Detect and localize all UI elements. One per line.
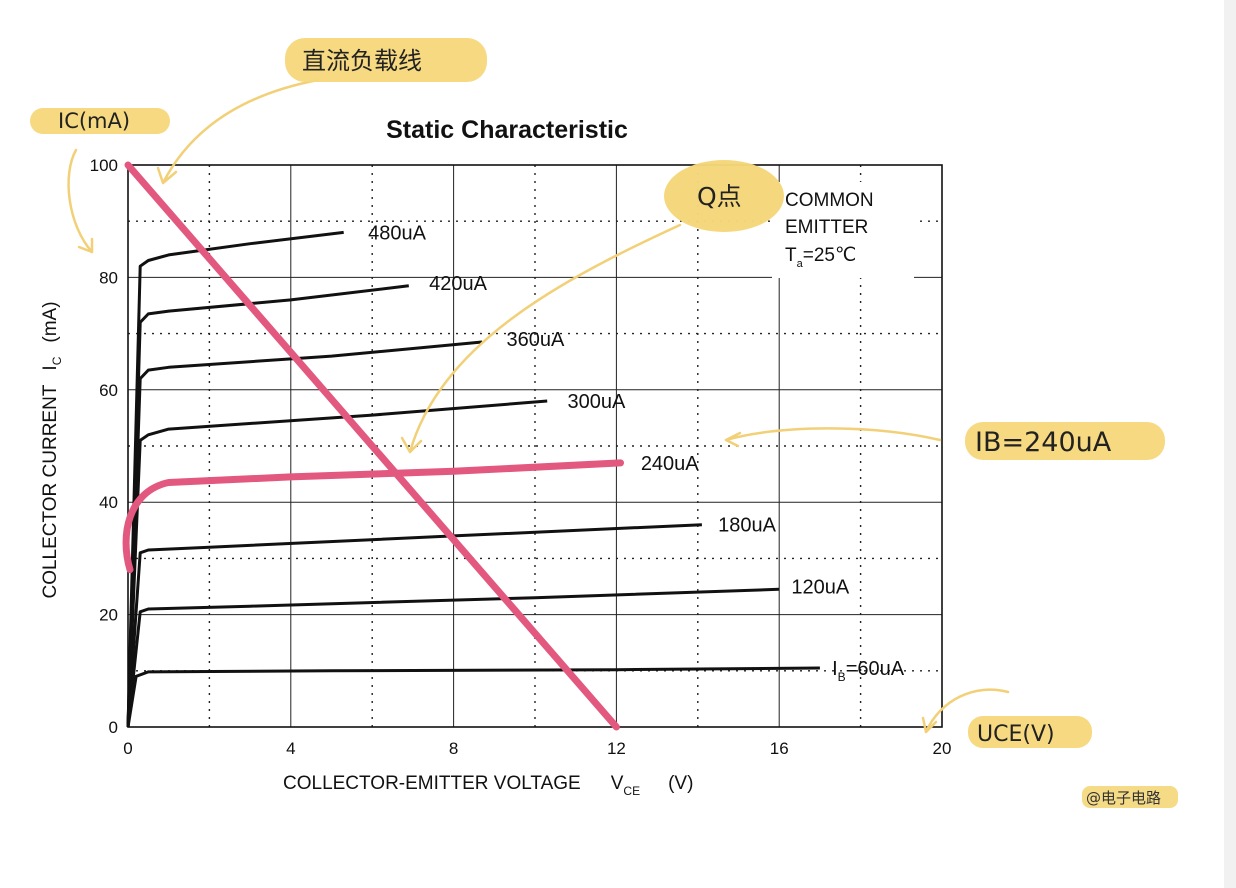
x-axis-symbol: V	[611, 773, 624, 794]
x-tick-label: 8	[449, 739, 458, 758]
info-temp-symbol: T	[785, 245, 797, 266]
annotation-dc-load-line-text: 直流负载线	[302, 47, 422, 75]
annotation-arrows	[67, 78, 1010, 734]
curve-label: 180uA	[718, 515, 776, 537]
annotation-q-point-text: Q点	[697, 182, 742, 211]
arrow-q-point	[400, 223, 682, 454]
annotation-dc-load-line: 直流负载线	[285, 38, 487, 82]
info-common: COMMON	[785, 190, 874, 211]
x-axis-label: COLLECTOR-EMITTER VOLTAGE	[283, 773, 581, 794]
x-tick-label: 4	[286, 739, 295, 758]
curve-label: 120uA	[791, 577, 849, 599]
curve-label: 240uA	[641, 453, 699, 475]
arrow-load-line	[156, 78, 320, 185]
x-tick-label: 20	[933, 739, 952, 758]
curve-300ua	[126, 399, 548, 728]
arrow-ic	[67, 148, 94, 254]
y-axis-unit: (mA)	[40, 301, 61, 342]
y-tick-label: 60	[99, 381, 118, 400]
annotation-ib-240: IB=240uA	[965, 422, 1165, 460]
curve-60ua	[126, 666, 820, 728]
y-axis-label: COLLECTOR CURRENT	[40, 384, 61, 598]
curve-label: 420uA	[429, 273, 487, 295]
curve-120ua	[126, 587, 780, 728]
watermark: @电子电路	[1082, 786, 1178, 808]
x-tick-label: 16	[770, 739, 789, 758]
curve-label: 480uA	[368, 222, 426, 244]
info-temperature: Ta=25℃	[785, 245, 856, 270]
curve-label: IB=60uA	[832, 658, 905, 684]
x-tick-label: 12	[607, 739, 626, 758]
curve-label: 300uA	[568, 391, 626, 413]
page-edge	[1224, 0, 1236, 888]
x-axis-subscript: CE	[623, 784, 640, 798]
chart-title: Static Characteristic	[386, 116, 628, 144]
x-axis-unit: (V)	[668, 773, 693, 794]
annotation-q-point: Q点	[664, 160, 784, 232]
curve-180ua	[126, 523, 702, 728]
annotation-uce-text: UCE(V)	[977, 722, 1055, 747]
svg-text:COLLECTOR CURRENTIC(mA): COLLECTOR CURRENT IC (mA)	[40, 301, 64, 598]
y-tick-label: 80	[99, 268, 118, 287]
annotation-uce: UCE(V)	[968, 716, 1092, 748]
info-emitter: EMITTER	[785, 217, 868, 238]
info-box: COMMON EMITTER Ta=25℃	[772, 182, 914, 278]
watermark-text: @电子电路	[1086, 789, 1161, 807]
y-axis-subscript: C	[50, 356, 64, 365]
annotation-ic-ma: IC(mA)	[30, 108, 170, 134]
annotation-ic-ma-text: IC(mA)	[58, 109, 130, 133]
dc-load-line	[124, 161, 620, 731]
curve-label: 360uA	[507, 329, 565, 351]
y-tick-label: 100	[90, 156, 118, 175]
curve-360ua	[126, 340, 483, 728]
y-tick-label: 0	[109, 718, 118, 737]
info-temp-subscript: a	[797, 258, 804, 270]
y-axis-title: COLLECTOR CURRENT IC (mA)	[40, 301, 64, 598]
x-axis-title: COLLECTOR-EMITTER VOLTAGE VCE (V)	[283, 773, 693, 798]
curve-240ua-highlighted	[122, 459, 624, 574]
plot-frame	[127, 164, 943, 728]
y-axis-symbol: I	[40, 365, 61, 370]
arrow-uce	[921, 688, 1010, 734]
x-tick-label: 0	[123, 739, 132, 758]
y-tick-label: 20	[99, 606, 118, 625]
info-temp-value: =25℃	[803, 245, 857, 266]
curve-420ua	[126, 284, 409, 728]
arrow-ib	[724, 427, 942, 448]
annotation-ib-240-text: IB=240uA	[975, 427, 1112, 458]
y-tick-label: 40	[99, 493, 118, 512]
